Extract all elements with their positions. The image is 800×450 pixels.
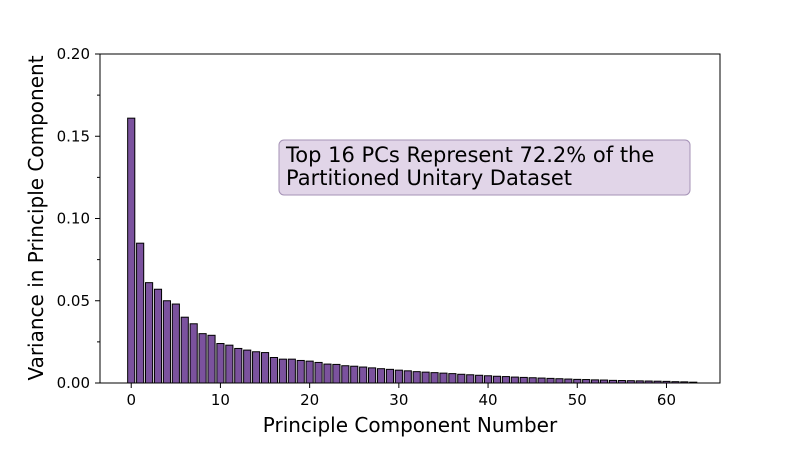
bar-pc-17 bbox=[278, 358, 287, 384]
bar-pc-19 bbox=[296, 359, 305, 384]
x-tick-label: 50 bbox=[568, 391, 587, 409]
x-axis-title: Principle Component Number bbox=[263, 413, 558, 437]
bar-pc-51 bbox=[582, 379, 591, 384]
y-tick-label: 0.05 bbox=[57, 292, 90, 310]
bar-pc-43 bbox=[510, 376, 519, 384]
bar-pc-4 bbox=[162, 300, 171, 384]
y-tick-label: 0.15 bbox=[57, 127, 90, 145]
y-axis-title: Variance in Principle Component bbox=[24, 55, 48, 380]
bar-pc-32 bbox=[412, 371, 421, 384]
bar-pc-31 bbox=[403, 370, 412, 384]
annotation-box: Top 16 PCs Represent 72.2% of the Partit… bbox=[278, 139, 691, 196]
bar-pc-48 bbox=[555, 378, 564, 384]
bar-pc-5 bbox=[171, 303, 180, 384]
bar-pc-37 bbox=[457, 373, 466, 384]
bar-pc-7 bbox=[189, 323, 198, 384]
bar-pc-36 bbox=[448, 373, 457, 384]
bar-pc-14 bbox=[252, 351, 261, 384]
bar-pc-23 bbox=[332, 363, 341, 384]
x-axis: 0 10 20 30 40 50 60 bbox=[126, 383, 676, 409]
bar-pc-49 bbox=[564, 378, 573, 384]
bar-pc-15 bbox=[260, 352, 270, 384]
bar-pc-24 bbox=[341, 365, 350, 384]
bar-pc-6 bbox=[180, 316, 189, 384]
x-tick-label: 60 bbox=[657, 391, 676, 409]
annotation-line-1: Top 16 PCs Represent 72.2% of the bbox=[285, 143, 654, 167]
bar-pc-33 bbox=[421, 371, 430, 384]
bar-pc-26 bbox=[359, 366, 368, 384]
bar-pc-1 bbox=[136, 242, 145, 384]
bar-pc-8 bbox=[198, 333, 207, 384]
bar-pc-39 bbox=[475, 374, 484, 384]
bar-pc-9 bbox=[207, 334, 216, 384]
bar-pc-40 bbox=[483, 375, 493, 384]
bar-pc-47 bbox=[546, 377, 555, 384]
bar-pc-30 bbox=[394, 369, 403, 384]
bar-pc-3 bbox=[153, 288, 163, 384]
bar-pc-10 bbox=[216, 343, 225, 384]
annotation-line-2: Partitioned Unitary Dataset bbox=[286, 166, 572, 190]
bar-pc-27 bbox=[368, 367, 377, 384]
bar-pc-18 bbox=[287, 358, 296, 384]
y-tick-label: 0.00 bbox=[57, 374, 90, 392]
y-axis: 0.00 0.05 0.10 0.15 0.20 bbox=[57, 45, 100, 392]
bar-pc-28 bbox=[376, 368, 386, 384]
bar-pc-2 bbox=[145, 282, 154, 384]
bar-pc-35 bbox=[439, 372, 448, 384]
x-tick-label: 10 bbox=[211, 391, 230, 409]
bar-pc-11 bbox=[225, 344, 234, 384]
bar-pc-42 bbox=[501, 376, 510, 384]
bar-pc-22 bbox=[323, 363, 332, 384]
x-tick-label: 0 bbox=[126, 391, 136, 409]
bar-pc-50 bbox=[573, 378, 582, 384]
bar-pc-44 bbox=[519, 376, 528, 384]
bar-pc-25 bbox=[350, 365, 359, 384]
y-tick-label: 0.10 bbox=[57, 210, 90, 228]
bar-pc-34 bbox=[430, 372, 439, 384]
y-tick-label: 0.20 bbox=[57, 45, 90, 63]
bar-pc-20 bbox=[305, 360, 314, 384]
bar-pc-29 bbox=[385, 368, 394, 384]
bar-pc-16 bbox=[269, 357, 279, 384]
bar-pc-41 bbox=[492, 375, 502, 384]
x-tick-label: 20 bbox=[300, 391, 319, 409]
bar-pc-46 bbox=[537, 377, 546, 384]
x-tick-label: 40 bbox=[479, 391, 498, 409]
bars-group bbox=[127, 117, 698, 384]
bar-pc-38 bbox=[466, 374, 475, 384]
bar-pc-21 bbox=[314, 361, 323, 384]
bar-pc-12 bbox=[234, 347, 243, 384]
bar-pc-13 bbox=[243, 349, 252, 384]
x-tick-label: 30 bbox=[389, 391, 408, 409]
bar-pc-45 bbox=[528, 377, 537, 384]
bar-pc-0 bbox=[127, 117, 136, 384]
